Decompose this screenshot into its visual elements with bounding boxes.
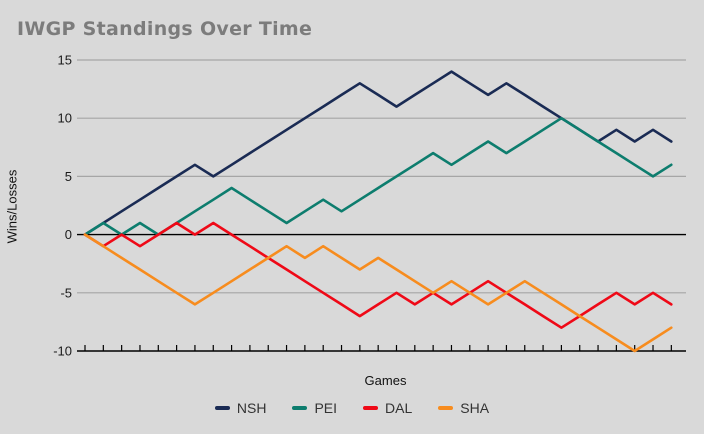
series-line-SHA bbox=[83, 233, 673, 353]
legend-swatch-PEI bbox=[292, 406, 308, 410]
legend-swatch-SHA bbox=[438, 406, 454, 410]
x-axis-title: Games bbox=[364, 373, 407, 388]
legend-item-PEI: PEI bbox=[292, 400, 337, 416]
series-line-NSH bbox=[83, 70, 673, 236]
y-axis-title: Wins/Losses bbox=[4, 169, 20, 244]
y-tick-label: 0 bbox=[65, 227, 72, 242]
series-line-DAL bbox=[83, 221, 673, 330]
legend-label: PEI bbox=[314, 400, 338, 416]
y-tick-label: -5 bbox=[60, 285, 72, 300]
legend-label: SHA bbox=[460, 400, 490, 416]
chart-title: IWGP Standings Over Time bbox=[17, 18, 313, 40]
legend-swatch-NSH bbox=[214, 406, 230, 410]
legend-swatch-DAL bbox=[363, 406, 379, 410]
legend-item-DAL: DAL bbox=[363, 400, 412, 416]
legend-item-SHA: SHA bbox=[438, 400, 489, 416]
y-tick-label: 5 bbox=[65, 169, 72, 184]
legend-label: DAL bbox=[385, 400, 413, 416]
y-tick-label: -10 bbox=[53, 344, 72, 359]
legend: NSH PEI DAL SHA bbox=[0, 400, 704, 416]
legend-label: NSH bbox=[236, 400, 267, 416]
legend-item-NSH: NSH bbox=[214, 400, 267, 416]
series-line-PEI bbox=[83, 116, 673, 236]
y-tick-label: 10 bbox=[58, 111, 72, 126]
y-tick-label: 15 bbox=[58, 53, 72, 68]
